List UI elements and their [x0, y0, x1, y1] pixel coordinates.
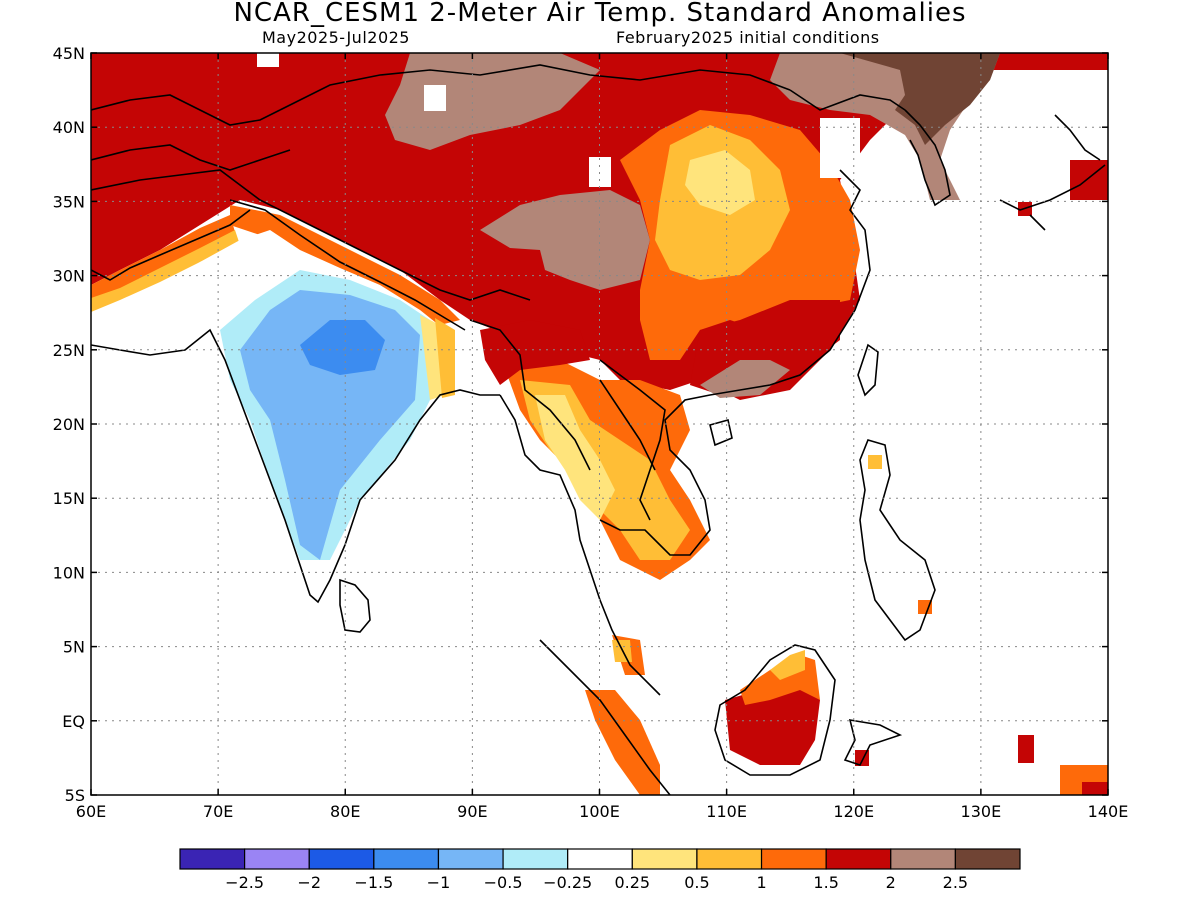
- bengal-orange-band: [435, 318, 455, 398]
- lat-tick-label: 15N: [53, 489, 85, 508]
- indochina-coastline: [499, 394, 661, 696]
- masked-cell: [424, 85, 446, 111]
- chart-title: NCAR_CESM1 2-Meter Air Temp. Standard An…: [233, 0, 967, 28]
- china-border-west: [91, 169, 531, 301]
- colorbar-label: −2: [297, 873, 321, 892]
- borneo-yellow-region: [770, 650, 805, 680]
- masked-cell: [820, 118, 860, 178]
- lon-tick-label: 90E: [457, 802, 487, 821]
- myanmar-border: [469, 319, 591, 471]
- colorbar-swatch: [760, 848, 827, 870]
- colorbar-swatch: [373, 848, 440, 870]
- lon-tick-labels: 60E 70E 80E 90E 100E 110E 120E 130E 140E: [76, 802, 1129, 821]
- lat-tick-label: EQ: [62, 712, 85, 731]
- colorbar-swatch: [567, 848, 633, 870]
- lat-tick-label: 45N: [53, 44, 85, 63]
- hainan-coastline: [709, 419, 733, 447]
- colorbar-swatch: [631, 848, 698, 870]
- colorbar-label: −0.5: [484, 873, 523, 892]
- china-east-border: [789, 89, 906, 111]
- lat-tick-label: 10N: [53, 563, 85, 582]
- sulawesi-coastline: [843, 719, 903, 766]
- taiwan-coastline: [857, 343, 879, 397]
- south-china-brown-region: [700, 360, 790, 398]
- mindanao-orange-patch: [918, 600, 932, 614]
- central-china-light-yellow: [685, 150, 755, 215]
- new-guinea-red-patch: [1082, 782, 1108, 795]
- colorbar-swatch: [954, 848, 1021, 870]
- japan-red-patch: [1070, 160, 1108, 200]
- lon-tick-label: 140E: [1088, 802, 1129, 821]
- colorbar-swatch: [502, 848, 569, 870]
- lat-tick-label: 30N: [53, 267, 85, 286]
- initial-conditions: February2025 initial conditions: [616, 28, 880, 47]
- colorbar-label: 1.5: [813, 873, 838, 892]
- mongolia-border: [279, 64, 791, 111]
- central-asia-border: [91, 144, 291, 171]
- lat-tick-label: 5S: [65, 786, 85, 805]
- forecast-period: May2025-Jul2025: [262, 28, 410, 47]
- colorbar-label: −1.5: [354, 873, 393, 892]
- lon-tick-label: 60E: [76, 802, 106, 821]
- lat-tick-label: 25N: [53, 341, 85, 360]
- colorbar-swatch: [179, 848, 246, 870]
- lon-tick-label: 80E: [330, 802, 360, 821]
- colorbar: [179, 848, 1021, 870]
- colorbar-label: −1: [427, 873, 451, 892]
- colorbar-label: 1: [756, 873, 766, 892]
- pakistan-border: [91, 209, 251, 281]
- lat-tick-labels: 45N 40N 35N 30N 25N 20N 15N 10N 5N EQ 5S: [53, 44, 85, 805]
- lat-tick-label: 5N: [63, 638, 85, 657]
- lat-tick-label: 35N: [53, 192, 85, 211]
- india-coastline: [91, 328, 500, 604]
- vietnam-border: [599, 359, 666, 521]
- mongolia-brown-region: [385, 53, 600, 150]
- kazakh-border: [91, 94, 281, 126]
- philippines-yellow-patch: [868, 455, 882, 469]
- lon-tick-label: 100E: [579, 802, 620, 821]
- colorbar-label: 0.5: [684, 873, 709, 892]
- sri-lanka-coastline: [339, 578, 371, 633]
- lon-tick-label: 120E: [833, 802, 874, 821]
- colorbar-swatch: [244, 848, 310, 870]
- colorbar-swatch: [696, 848, 763, 870]
- lat-tick-label: 40N: [53, 118, 85, 137]
- korea-coastline: [904, 109, 951, 207]
- gulf-thailand-coastline: [599, 169, 871, 556]
- lat-tick-label: 20N: [53, 415, 85, 434]
- colorbar-label: −2.5: [225, 873, 264, 892]
- colorbar-swatch: [890, 848, 956, 870]
- colorbar-label: 2: [886, 873, 896, 892]
- coastlines: [91, 64, 1106, 795]
- india-deeper-blue-region: [300, 320, 385, 375]
- pakistan-orange-band: [91, 215, 235, 300]
- colorbar-label: −0.25: [543, 873, 592, 892]
- colorbar-swatch: [825, 848, 892, 870]
- colorbar-swatch: [308, 848, 375, 870]
- myanmar-red-region: [480, 320, 590, 385]
- colorbar-labels: −2.5 −2 −1.5 −1 −0.5 −0.25 0.25 0.5 1 1.5 2 2.5: [225, 873, 968, 892]
- halmahera-red-patch: [1018, 735, 1034, 763]
- sumatra-orange-region: [585, 690, 660, 795]
- himalaya-border: [229, 199, 466, 331]
- borneo-coastline: [714, 644, 836, 776]
- pakistan-yellow-band: [91, 230, 240, 312]
- colorbar-label: 2.5: [943, 873, 968, 892]
- northeast-dark-brown-region: [840, 53, 1000, 145]
- colorbar-swatch: [437, 848, 504, 870]
- philippines-coastline: [859, 439, 936, 642]
- sumatra-coastline: [539, 639, 671, 795]
- masked-cell: [257, 53, 279, 67]
- gridlines: [91, 53, 1108, 795]
- indochina-light-yellow-region: [535, 395, 615, 520]
- japan-coastline: [999, 114, 1106, 231]
- colorbar-label: 0.25: [614, 873, 650, 892]
- lon-tick-label: 70E: [203, 802, 233, 821]
- lon-tick-label: 110E: [706, 802, 747, 821]
- tibet-brown-region: [480, 190, 650, 290]
- lon-tick-label: 130E: [961, 802, 1002, 821]
- laos-border: [599, 379, 656, 471]
- axis-ticks: [90, 52, 1109, 796]
